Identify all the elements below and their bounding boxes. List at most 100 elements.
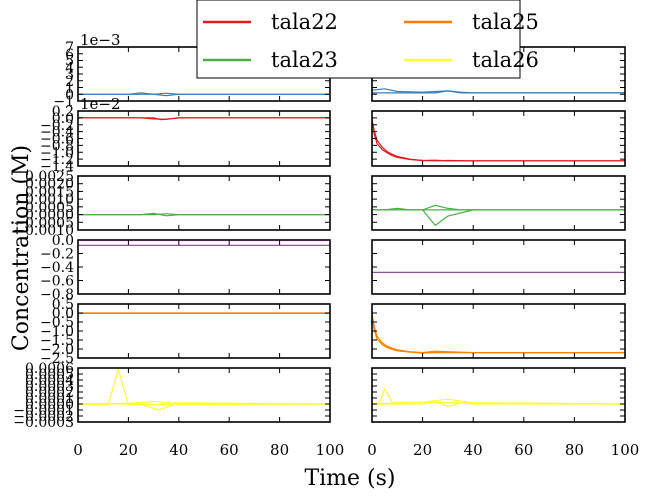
y-tick-labels-row4: 0.0−0.2−0.4−0.6−0.8 [40, 233, 74, 303]
y-axis-title: Concentration (M) [9, 145, 34, 351]
legend-label-tala23: tala23 [271, 48, 338, 72]
panel-row3-left [77, 175, 331, 231]
x-tick-label: 0 [73, 441, 83, 459]
y-tick-label: 0.0005 [25, 200, 74, 216]
panel-frame [77, 239, 331, 295]
y-tick-label: −2.0 [40, 342, 74, 358]
panel-frame [77, 110, 331, 167]
plot-area [78, 176, 330, 230]
y-tick-label: 0.0002 [25, 385, 74, 401]
y-tick-label: 0.0004 [25, 373, 74, 389]
series-group [78, 368, 330, 411]
series-line-2 [78, 92, 330, 95]
y-offset-label: 1e−2 [80, 95, 121, 113]
y-tick-label: 5 [65, 54, 74, 70]
y-tick-label: −0.0010 [13, 223, 74, 239]
y-tick-label: −2.5 [40, 351, 74, 367]
y-tick-labels-row2: 0.20.0−0.2−0.4−0.6−0.8−1.0−1.2−1.4 1e−2 [40, 95, 121, 175]
series-group [78, 117, 330, 121]
series-line-2 [372, 400, 625, 408]
panel-row6-left [77, 367, 331, 423]
y-tick-label: 0.0003 [25, 379, 74, 395]
x-tick-label: 60 [220, 441, 239, 459]
plot-area [372, 240, 625, 294]
panel-row4-left [77, 239, 331, 295]
x-tick-label: 40 [169, 441, 188, 459]
y-tick-label: −0.0003 [13, 415, 74, 431]
series-line-3 [78, 400, 330, 405]
y-tick-label: 0.0010 [25, 192, 74, 208]
panel-frame [77, 175, 331, 231]
y-tick-label: −1 [53, 94, 74, 110]
y-tick-label: 0.0015 [25, 184, 74, 200]
plot-area [78, 240, 330, 294]
series-group [372, 119, 625, 162]
x-tick-label: 80 [565, 441, 584, 459]
legend-label-tala26: tala26 [472, 48, 539, 72]
y-tick-label: −0.8 [40, 138, 74, 154]
y-tick-labels-row3: 0.00250.00200.00150.00100.00050.0000−0.0… [13, 169, 74, 239]
plot-area [372, 176, 625, 230]
series-line-2 [78, 213, 330, 216]
panel-frame [371, 110, 626, 167]
y-tick-label: 6 [65, 47, 74, 63]
y-tick-label: 0.0000 [25, 208, 74, 224]
y-tick-label: −0.0005 [13, 215, 74, 231]
y-tick-label: −0.8 [40, 287, 74, 303]
panel-row2-right [371, 110, 626, 167]
x-axis-title: Time (s) [304, 466, 395, 491]
y-tick-label: −1.4 [40, 159, 74, 175]
x-tick-label: 40 [464, 441, 483, 459]
y-tick-label: −0.2 [40, 118, 74, 134]
y-offset-label: 1e−3 [80, 31, 121, 49]
y-tick-label: −0.0001 [13, 403, 74, 419]
panel-row5-right [371, 303, 626, 359]
x-tick-label: 20 [119, 441, 138, 459]
y-tick-label: 0 [65, 87, 74, 103]
plot-area [372, 368, 625, 422]
legend-label-tala25: tala25 [472, 10, 539, 34]
y-tick-label: −1.0 [40, 324, 74, 340]
y-tick-label: −1.0 [40, 145, 74, 161]
x-tick-label: 100 [316, 441, 345, 459]
y-tick-label: 0.0 [52, 111, 74, 127]
panel-row3-right [371, 175, 626, 231]
y-tick-label: 7 [65, 40, 74, 56]
series-group [78, 92, 330, 97]
panel-frame [77, 367, 331, 423]
legend: tala22 tala25 tala23 tala26 [196, 0, 539, 79]
y-tick-label: 2 [65, 74, 74, 90]
y-tick-label: 0.2 [52, 104, 74, 120]
y-tick-label: 0.0000 [25, 397, 74, 413]
y-tick-label: 0.0020 [25, 177, 74, 193]
plot-area [372, 304, 625, 358]
plot-area [78, 111, 330, 166]
y-tick-label: −0.4 [40, 260, 74, 276]
x-tick-label: 20 [413, 441, 432, 459]
y-tick-label: 0.5 [52, 297, 74, 313]
panel-row4-right [371, 239, 626, 295]
series-line-3 [372, 204, 625, 211]
y-tick-label: −0.0002 [13, 409, 74, 425]
y-tick-label: 0.0005 [25, 367, 74, 383]
panel-row5-left [77, 303, 331, 359]
plot-area [78, 304, 330, 358]
panel-row6-right [371, 367, 626, 423]
y-tick-label: −1.2 [40, 152, 74, 168]
panel-frame [371, 175, 626, 231]
y-tick-label: 4 [65, 60, 74, 76]
series-line-3 [372, 398, 625, 405]
series-line-1 [78, 368, 330, 406]
series-line-2 [372, 316, 625, 354]
panel-row2-left [77, 110, 331, 167]
x-tick-labels: 0 20 40 60 80 100 0 20 40 60 80 100 [73, 441, 639, 459]
plot-area [372, 111, 625, 166]
x-tick-label: 80 [270, 441, 289, 459]
y-tick-label: 1 [65, 81, 74, 97]
y-tick-label: 0.0025 [25, 169, 74, 185]
y-tick-label: 0.0 [52, 306, 74, 322]
legend-frame [196, 0, 521, 79]
x-tick-label: 60 [514, 441, 533, 459]
